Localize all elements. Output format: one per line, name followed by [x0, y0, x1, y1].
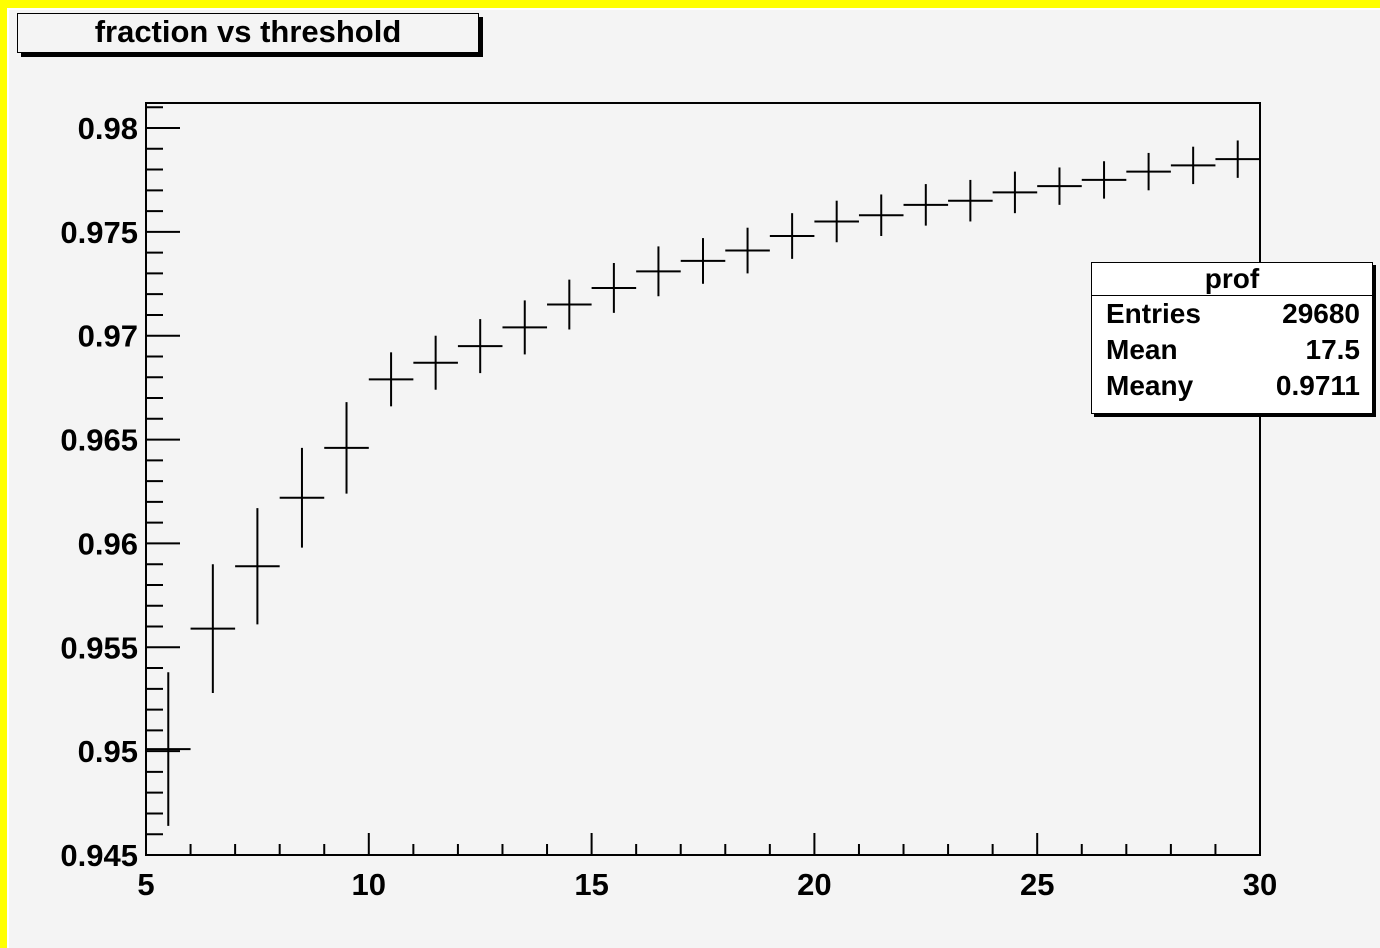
data-point — [1215, 140, 1260, 178]
frame-border-left — [0, 0, 7, 948]
frame-border-top — [0, 0, 1380, 8]
x-axis-ticks — [145, 833, 1261, 855]
data-point — [1126, 152, 1171, 191]
y-tick-label: 0.945 — [60, 838, 138, 873]
y-tick-label: 0.96 — [78, 526, 138, 561]
x-axis-tick-labels: 5 10 15 20 25 30 — [137, 867, 1277, 902]
data-point — [190, 564, 236, 693]
axes-frame — [145, 102, 1261, 856]
x-tick-label: 15 — [574, 867, 608, 902]
data-point — [725, 227, 770, 274]
stats-label: Meany — [1106, 370, 1194, 401]
data-point — [457, 319, 503, 374]
title-box: fraction vs threshold — [17, 13, 479, 53]
data-points — [146, 140, 1260, 826]
y-tick-label: 0.965 — [60, 423, 138, 458]
stats-label: Entries — [1106, 298, 1201, 329]
data-point — [547, 279, 592, 330]
chart-title: fraction vs threshold — [94, 14, 402, 49]
data-point — [1170, 146, 1216, 185]
data-point — [680, 238, 726, 284]
data-point — [413, 335, 458, 390]
data-point — [146, 672, 191, 826]
y-axis-ticks — [146, 106, 180, 856]
data-point — [368, 352, 414, 407]
data-point — [992, 171, 1038, 214]
data-point — [1037, 167, 1082, 205]
stats-title: prof — [1092, 263, 1372, 296]
x-tick-label: 25 — [1020, 867, 1054, 902]
data-point — [324, 402, 369, 494]
y-tick-label: 0.955 — [60, 630, 138, 665]
stats-value: 0.9711 — [1275, 370, 1360, 401]
y-tick-label: 0.95 — [78, 734, 138, 769]
data-point — [948, 179, 993, 222]
stats-row-meany: Meany 0.9711 — [1092, 368, 1372, 404]
data-point — [769, 213, 815, 259]
data-point — [814, 200, 859, 243]
stats-value: 17.5 — [1305, 334, 1361, 365]
y-tick-label: 0.97 — [78, 319, 138, 354]
y-axis-tick-labels: 0.945 0.95 0.955 0.96 0.965 0.97 0.975 0.98 — [60, 111, 138, 873]
data-point — [903, 184, 949, 226]
data-point — [502, 300, 548, 355]
x-tick-label: 20 — [797, 867, 831, 902]
data-point — [636, 246, 681, 297]
stats-row-mean: Mean 17.5 — [1092, 332, 1372, 368]
data-point — [235, 508, 280, 625]
x-tick-label: 30 — [1243, 867, 1277, 902]
stats-row-entries: Entries 29680 — [1092, 296, 1372, 332]
x-tick-label: 5 — [137, 867, 154, 902]
frame-border-top-inner — [7, 8, 1380, 10]
x-tick-label: 10 — [352, 867, 386, 902]
data-point — [858, 194, 904, 237]
y-tick-label: 0.98 — [78, 111, 138, 146]
stats-value: 29680 — [1282, 298, 1360, 329]
data-point — [591, 263, 637, 313]
data-point — [279, 447, 325, 548]
y-tick-label: 0.975 — [60, 215, 138, 250]
stats-label: Mean — [1106, 334, 1178, 365]
frame-border-left-inner — [7, 8, 9, 948]
stats-box: prof Entries 29680 Mean 17.5 Meany 0.971… — [1091, 262, 1373, 414]
data-point — [1081, 161, 1127, 199]
